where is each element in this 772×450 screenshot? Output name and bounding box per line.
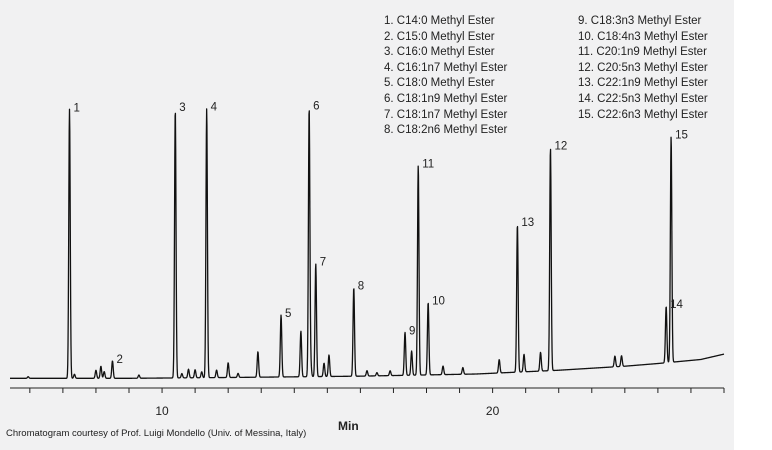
legend-item: 11. C20:1n9 Methyl Ester [578, 46, 707, 59]
peak-label: 2 [116, 354, 122, 366]
peak-label: 3 [179, 102, 185, 114]
peak-label: 11 [422, 158, 434, 170]
x-tick-label: 10 [155, 404, 169, 418]
legend-item: 7. C18:1n7 Methyl Ester [384, 108, 508, 121]
peak-label: 9 [409, 325, 415, 337]
legend-item: 10. C18:4n3 Methyl Ester [578, 30, 708, 43]
chromatogram-trace [9, 108, 725, 379]
legend-item: 2. C15:0 Methyl Ester [384, 30, 495, 43]
peak-label: 10 [432, 295, 445, 307]
peak-label: 14 [670, 299, 683, 311]
legend-item: 14. C22:5n3 Methyl Ester [578, 92, 708, 105]
x-axis-label: Min [338, 419, 359, 433]
legend-item: 8. C18:2n6 Methyl Ester [384, 124, 508, 137]
legend-item: 6. C18:1n9 Methyl Ester [384, 92, 508, 105]
peak-label: 7 [320, 257, 326, 269]
legend-item: 9. C18:3n3 Methyl Ester [578, 15, 702, 27]
legend-item: 4. C16:1n7 Methyl Ester [384, 61, 508, 74]
legend-item: 3. C16:0 Methyl Ester [384, 46, 495, 59]
peak-label: 5 [285, 308, 291, 320]
peak-label: 8 [358, 280, 364, 292]
legend-column-right: 9. C18:3n3 Methyl Ester 10. C18:4n3 Methy… [578, 14, 708, 123]
legend-item: 1. C14:0 Methyl Ester [384, 15, 495, 27]
legend-item: 5. C18:0 Methyl Ester [384, 77, 495, 90]
legend-column-left: 1. C14:0 Methyl Ester 2. C15:0 Methyl Est… [384, 14, 507, 139]
peak-label: 15 [675, 129, 688, 141]
chart-panel [0, 0, 734, 450]
peak-label: 4 [211, 102, 218, 114]
peak-label: 12 [554, 140, 567, 152]
chart-caption: Chromatogram courtesy of Prof. Luigi Mon… [6, 428, 307, 439]
x-tick-label: 20 [486, 404, 500, 418]
legend-item: 15. C22:6n3 Methyl Ester [578, 108, 708, 121]
peak-label: 6 [313, 101, 319, 113]
legend-item: 12. C20:5n3 Methyl Ester [578, 61, 708, 74]
peak-label: 1 [74, 102, 80, 114]
peak-label: 13 [521, 217, 534, 229]
legend-item: 13. C22:1n9 Methyl Ester [578, 77, 708, 90]
